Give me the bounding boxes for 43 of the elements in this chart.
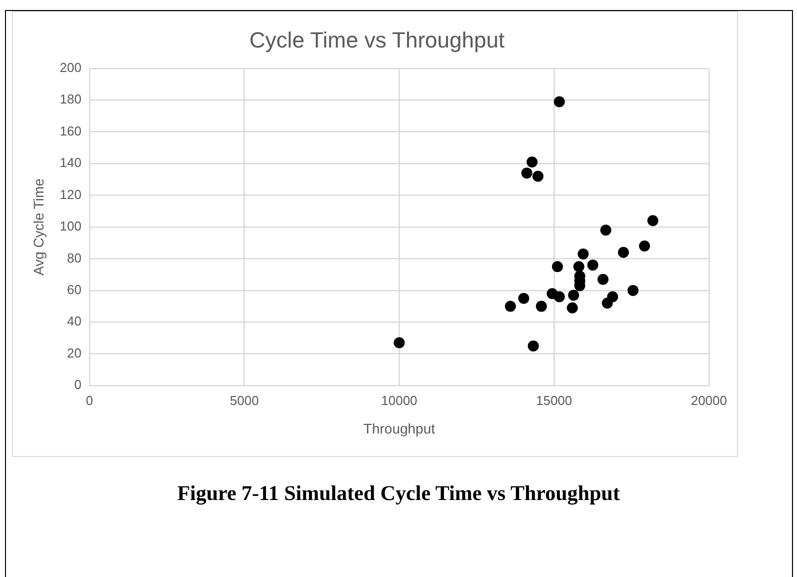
point [532,170,544,182]
point [536,300,547,312]
x-tick-label: 20000 [690,392,728,408]
y-tick-label: 180 [60,92,82,107]
point [602,298,613,309]
x-tick-label: 0 [86,392,94,408]
point [552,261,563,272]
point [600,224,612,236]
point [568,290,580,301]
chart-title: Cycle Time vs Throughput [249,27,505,52]
y-tick-label: 60 [67,282,82,298]
y-tick-label: 160 [60,123,82,138]
y-tick-label: 120 [60,186,82,202]
y-tick-label: 100 [60,218,82,234]
x-tick-label: 10000 [381,392,418,408]
point [526,156,538,168]
point [554,96,565,108]
x-tick-label: 5000 [230,392,259,408]
point [587,260,598,271]
point [521,168,532,179]
point [618,246,629,258]
y-tick-label: 140 [60,155,82,170]
point [639,240,650,252]
point [554,291,565,302]
point [598,274,608,285]
point [628,284,639,296]
point [518,292,530,304]
point [528,340,539,352]
point [504,300,516,312]
point [573,261,584,272]
y-tick-label: 20 [67,345,82,360]
point [647,215,658,226]
x-tick-label: 15000 [536,392,572,408]
y-tick-label: 0 [74,377,82,392]
x-axis-title: Throughput [363,420,436,436]
caption: Figure 7-11 Simulated Cycle Time vs Throughput [176,481,621,506]
y-axis-title: Avg Cycle Time [30,178,46,276]
point [394,337,405,348]
y-tick-label: 80 [67,250,82,266]
point [578,248,589,260]
y-tick-label: 200 [60,60,82,75]
point [566,302,578,314]
y-tick-label: 40 [67,314,82,329]
